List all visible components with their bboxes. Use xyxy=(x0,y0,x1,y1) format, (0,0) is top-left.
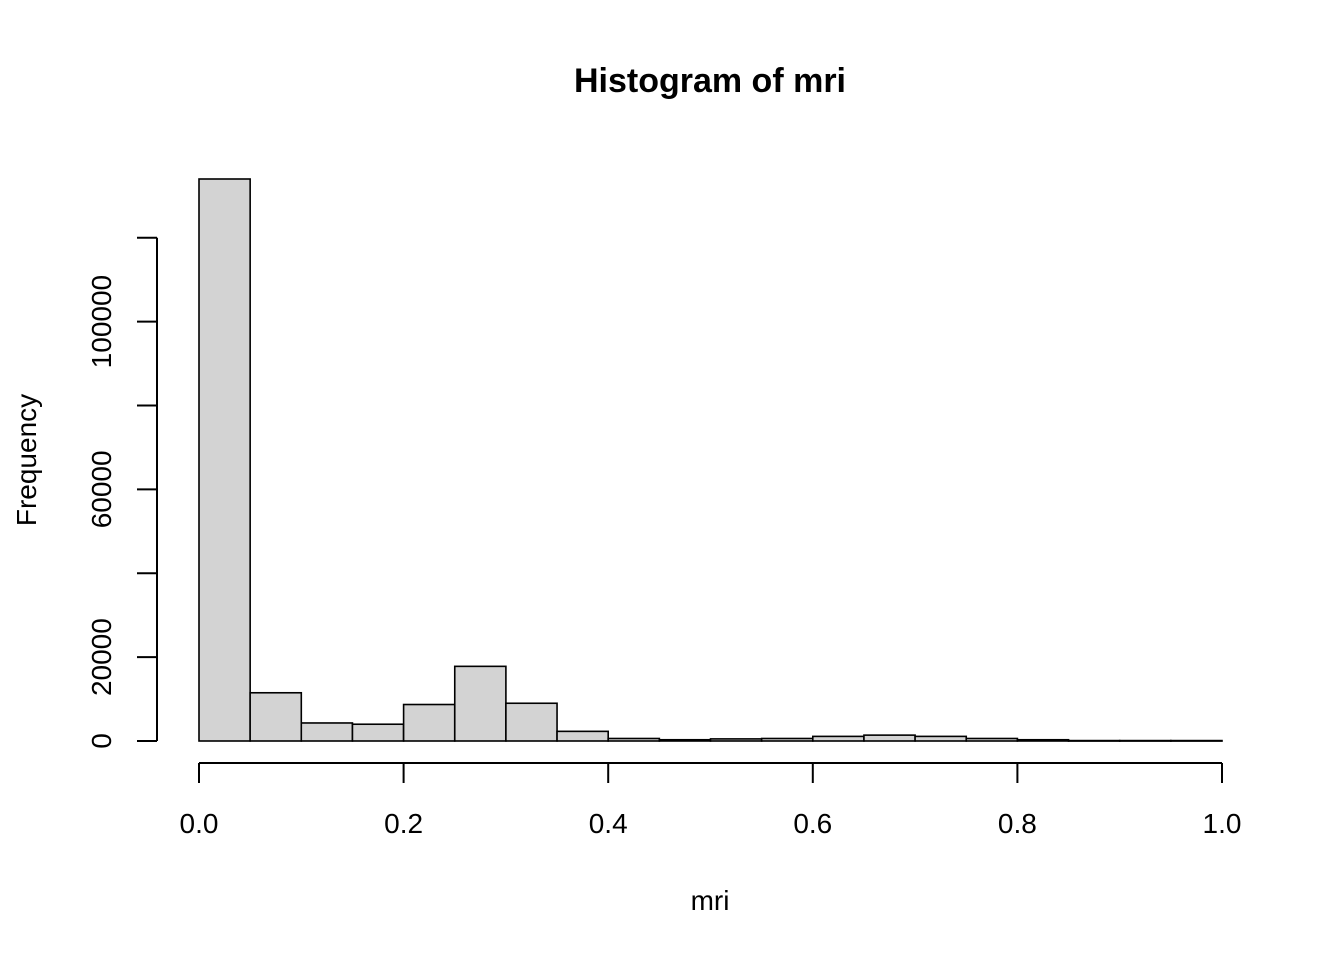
y-tick-label: 0 xyxy=(86,733,117,749)
x-axis-label: mri xyxy=(691,885,730,916)
x-tick-label: 0.0 xyxy=(180,808,219,839)
histogram-bar xyxy=(760,737,814,742)
histogram-bar xyxy=(658,738,712,742)
histogram-bar xyxy=(1016,738,1070,742)
x-tick-label: 0.4 xyxy=(589,808,628,839)
x-tick-label: 0.6 xyxy=(793,808,832,839)
y-tick-label: 60000 xyxy=(86,450,117,528)
x-tick-label: 0.2 xyxy=(384,808,423,839)
x-axis: 0.0 0.2 0.4 0.6 0.8 1.0 xyxy=(180,762,1242,839)
histogram-bar xyxy=(249,691,303,742)
histogram-bar xyxy=(402,703,456,742)
y-tick-label: 20000 xyxy=(86,618,117,696)
histogram-bar xyxy=(1118,739,1172,742)
histogram-bar xyxy=(351,723,405,742)
histogram-bar xyxy=(811,735,865,742)
histogram-bar xyxy=(556,730,609,742)
histogram-bar xyxy=(965,737,1019,742)
chart-title: Histogram of mri xyxy=(574,62,846,100)
histogram-bar xyxy=(607,737,661,742)
histogram-bar xyxy=(453,665,507,742)
histogram-bar xyxy=(709,738,763,742)
y-axis: 0 20000 60000 100000 xyxy=(86,236,158,749)
histogram-bar xyxy=(1067,739,1121,742)
histogram-bar xyxy=(863,734,916,742)
histogram-bar xyxy=(198,178,251,742)
histogram-bars xyxy=(198,178,1223,742)
histogram-bar xyxy=(914,735,968,742)
x-tick-label: 0.8 xyxy=(998,808,1037,839)
histogram-bar xyxy=(505,702,558,742)
histogram-bar xyxy=(300,722,354,742)
histogram-bar xyxy=(1170,739,1223,742)
y-axis-label: Frequency xyxy=(11,394,42,526)
y-tick-label: 100000 xyxy=(86,275,117,368)
x-tick-label: 1.0 xyxy=(1203,808,1242,839)
